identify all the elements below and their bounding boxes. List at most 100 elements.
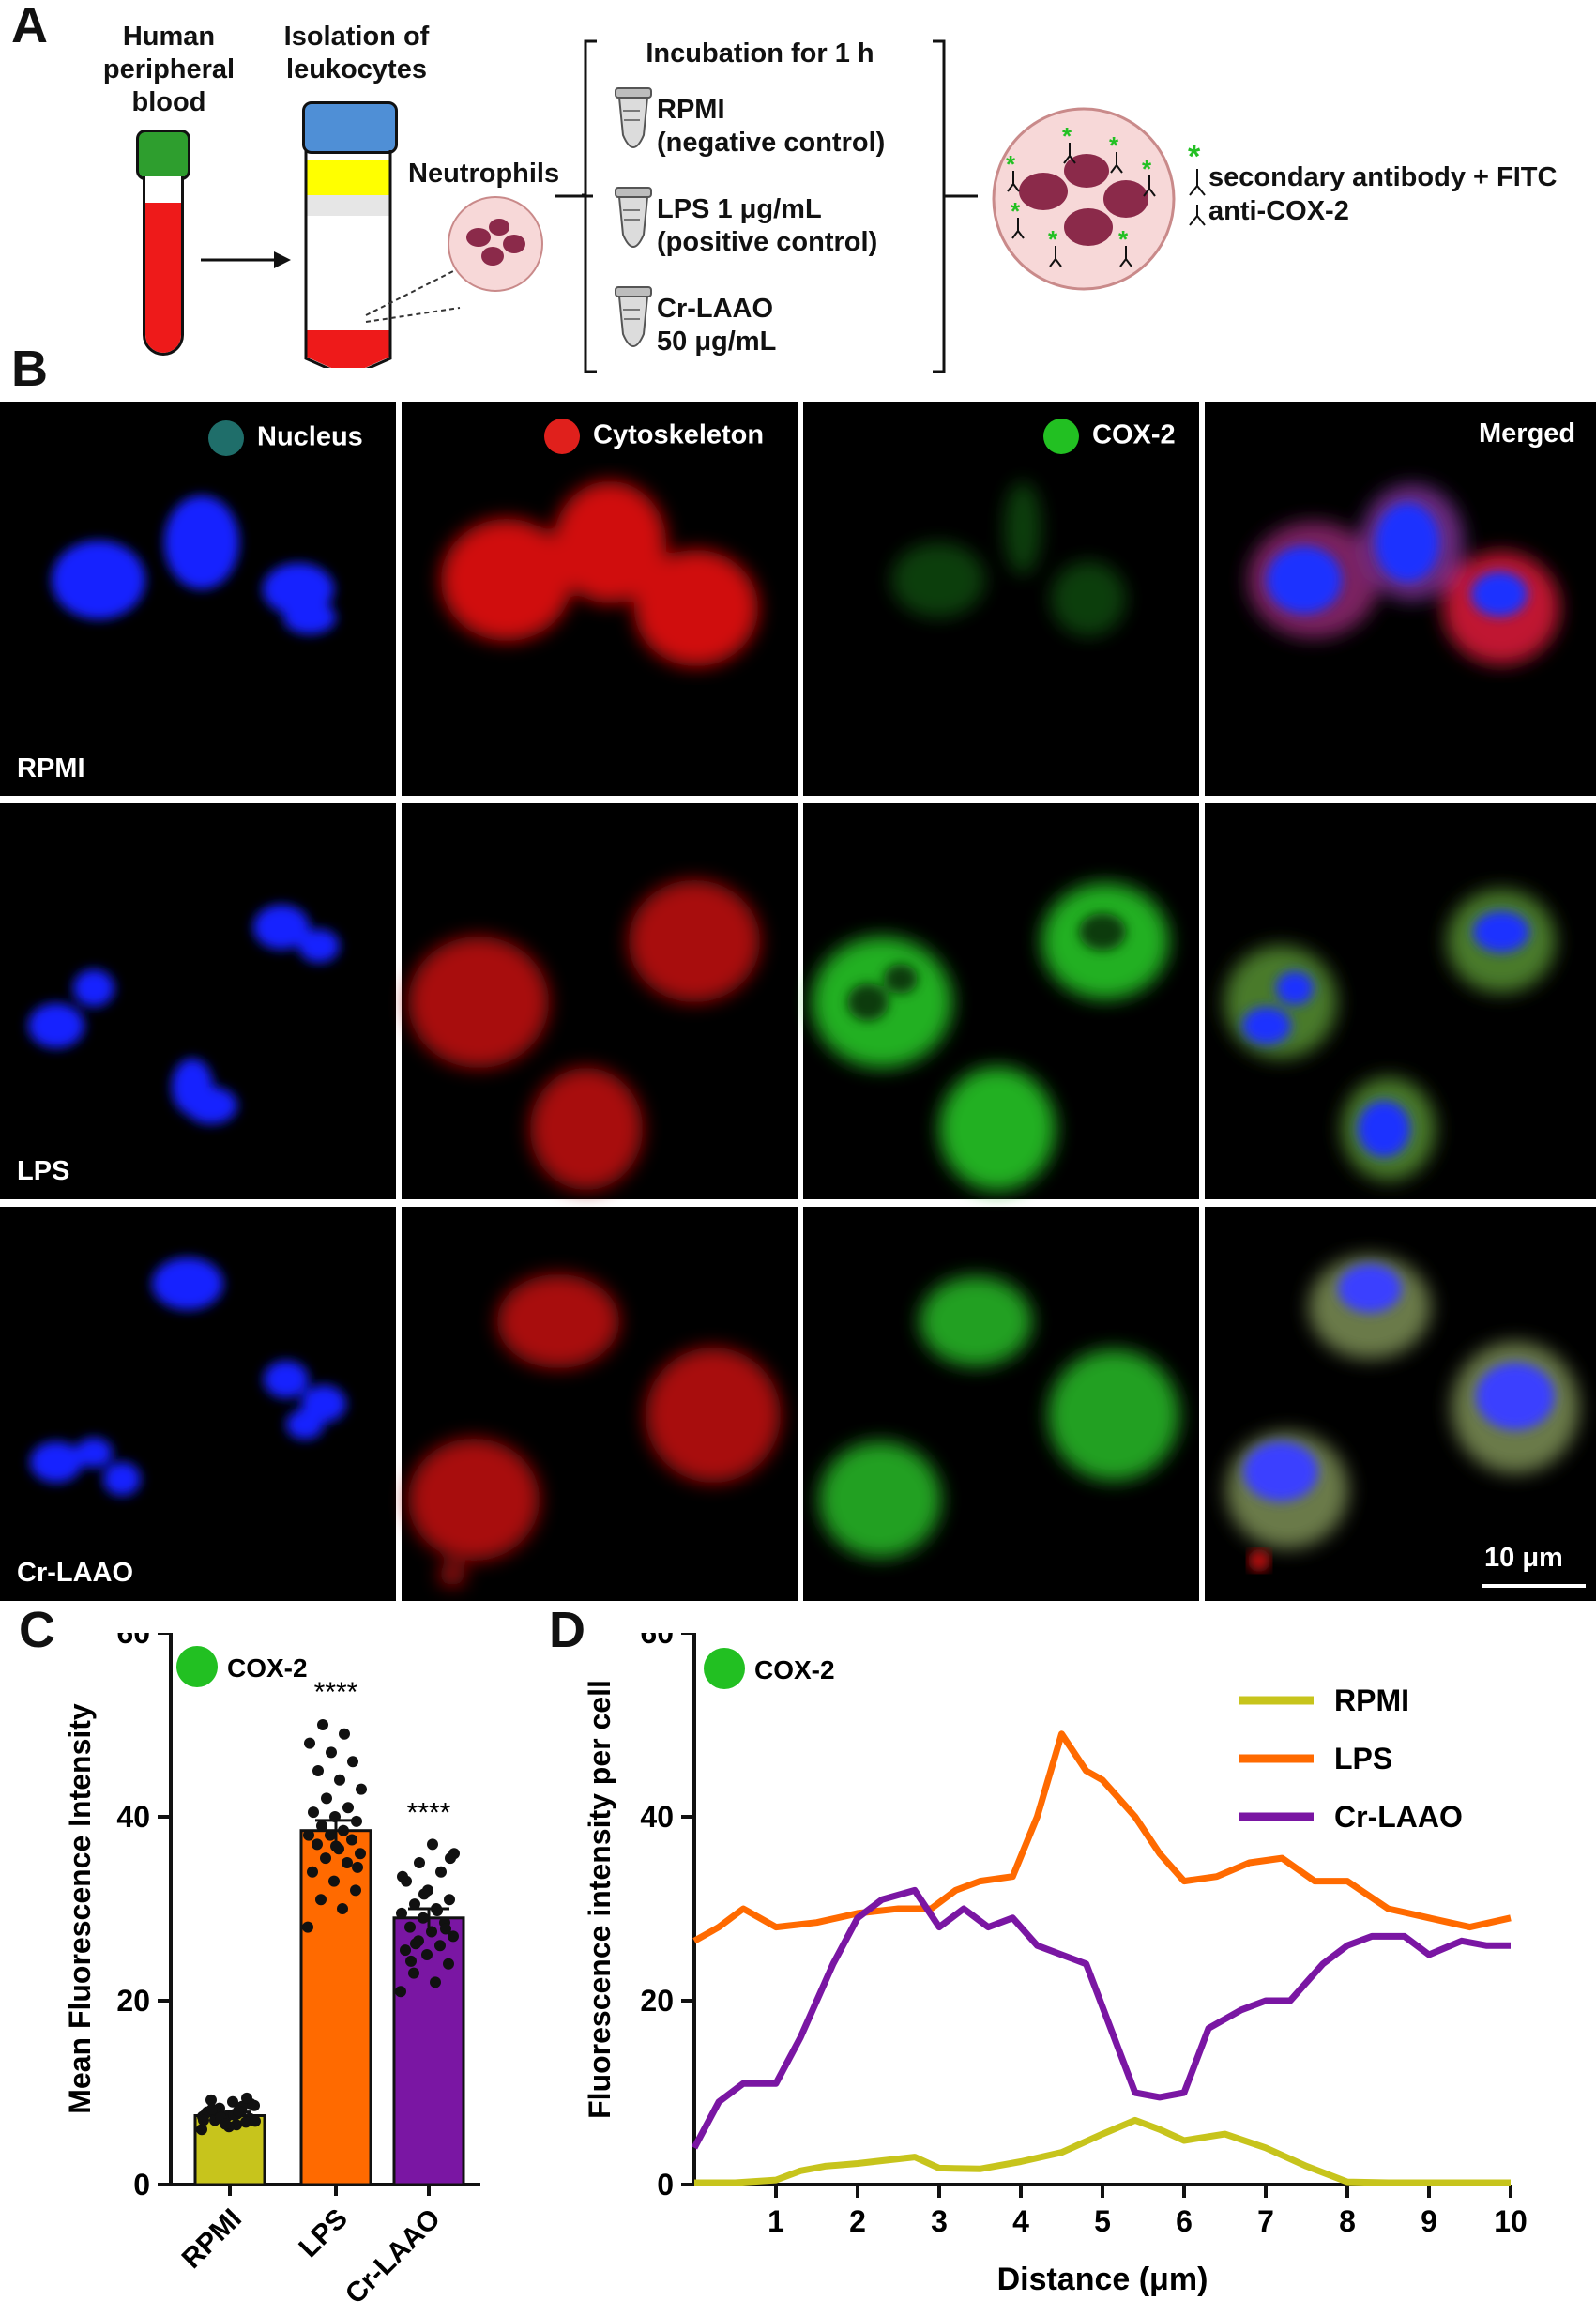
data-point (317, 1719, 328, 1730)
x-tick-label: 1 (768, 2204, 784, 2238)
data-point (326, 1746, 337, 1759)
nucleus-dot (208, 420, 244, 456)
centrifuge-tube (302, 101, 398, 368)
data-point (395, 1986, 406, 1998)
blood-tube (136, 130, 190, 359)
legend-entry: LPS (1334, 1742, 1392, 1775)
data-point (330, 1840, 342, 1852)
data-point (328, 1875, 340, 1887)
channel-merged: Merged (1479, 419, 1576, 449)
row-label-rpmi: RPMI (17, 754, 85, 784)
microscopy-grid: Nucleus Cytoskeleton COX-2 Merged RPMI L… (0, 402, 1596, 1601)
y-axis-label: Fluorescence intensity per cell (583, 1680, 616, 2119)
series-line-rpmi (694, 2116, 1511, 2186)
legend-label: COX-2 (754, 1655, 835, 1684)
data-point (347, 1756, 358, 1768)
data-point (338, 1824, 349, 1836)
data-point (304, 1737, 315, 1749)
data-point (241, 2092, 252, 2104)
svg-text:*: * (1048, 225, 1058, 253)
legend-label: COX-2 (227, 1653, 308, 1683)
data-point (356, 1783, 367, 1795)
data-point (346, 1834, 357, 1846)
data-point (342, 1857, 353, 1868)
y-axis-label: Mean Fluorescence Intensity (63, 1703, 97, 2114)
svg-text:*: * (1062, 122, 1072, 150)
data-point (329, 1811, 341, 1822)
data-point (196, 2124, 207, 2136)
data-point (352, 1861, 363, 1873)
svg-text:*: * (1006, 150, 1016, 178)
significance-label: **** (407, 1798, 451, 1829)
data-point (350, 1884, 361, 1897)
y-tick-label: 0 (657, 2168, 674, 2202)
microtube-icon (615, 187, 652, 248)
data-point (443, 1958, 454, 1970)
neutrophils-label: Neutrophils (408, 159, 560, 189)
microtube-icon (615, 286, 652, 347)
scale-bar-label: 10 μm (1484, 1543, 1563, 1573)
data-point (337, 1903, 348, 1914)
data-point (198, 2114, 209, 2126)
data-point (444, 1894, 455, 1906)
row-label-lps: LPS (17, 1156, 70, 1186)
arrow-icon (201, 251, 291, 268)
channel-cytoskeleton: Cytoskeleton (544, 419, 764, 454)
x-tick-label: 3 (931, 2204, 948, 2238)
legend-primary: anti-COX-2 (1208, 196, 1349, 226)
data-point (334, 1774, 345, 1786)
data-point (303, 1829, 314, 1841)
antibody-legend-icon: * (1188, 141, 1206, 226)
channel-cox2: COX-2 (1043, 419, 1176, 454)
data-point (414, 1857, 425, 1868)
y-tick-label: 60 (116, 1633, 150, 1650)
data-point (432, 1904, 443, 1916)
incubation-title: Incubation for 1 h (646, 38, 874, 69)
x-tick-label: 8 (1339, 2204, 1356, 2238)
data-point (408, 1967, 419, 1979)
data-point (339, 1728, 350, 1740)
data-point (418, 1888, 430, 1900)
data-point (240, 2116, 251, 2128)
data-point (435, 1866, 447, 1878)
data-point (427, 1838, 438, 1851)
svg-text:*: * (1011, 197, 1021, 225)
svg-text:*: * (1109, 131, 1119, 160)
legend-dot (176, 1646, 218, 1687)
significance-label: **** (314, 1677, 358, 1708)
x-tick-label: 6 (1176, 2204, 1193, 2238)
x-tick-label: 4 (1012, 2204, 1029, 2238)
svg-text:*: * (1118, 225, 1129, 253)
x-tick-label: 5 (1094, 2204, 1111, 2238)
x-tick-label: 2 (849, 2204, 866, 2238)
legend-entry: Cr-LAAO (1334, 1800, 1463, 1834)
x-tick-label: Cr-LAAO (340, 2203, 447, 2310)
condition-3: Cr-LAAO 50 μg/mL (657, 294, 777, 357)
neutrophil-zoom (365, 196, 543, 323)
data-point (448, 1930, 459, 1943)
condition-1: RPMI (negative control) (657, 95, 886, 158)
y-tick-label: 40 (640, 1800, 674, 1834)
data-point (397, 1870, 408, 1882)
data-point (312, 1838, 323, 1851)
cytoskeleton-dot (544, 419, 580, 454)
condition-2: LPS 1 μg/mL (positive control) (657, 194, 878, 257)
y-tick-label: 60 (640, 1633, 674, 1650)
microtube-icon (615, 87, 652, 148)
panel-label-c: C (19, 1602, 55, 1658)
data-point (307, 1866, 318, 1878)
data-point (233, 2105, 244, 2117)
data-point (434, 1940, 446, 1952)
data-point (400, 1944, 411, 1957)
legend-dot (704, 1648, 745, 1689)
cox2-dot (1043, 419, 1079, 454)
data-point (325, 1829, 336, 1841)
series-line-lps (692, 1730, 1512, 1944)
y-tick-label: 40 (116, 1800, 150, 1834)
data-point (320, 1852, 331, 1865)
data-point (409, 1898, 420, 1911)
data-point (355, 1848, 366, 1860)
y-tick-label: 20 (116, 1984, 150, 2018)
incubation-bracket (582, 39, 946, 373)
x-tick-label: 9 (1421, 2204, 1437, 2238)
